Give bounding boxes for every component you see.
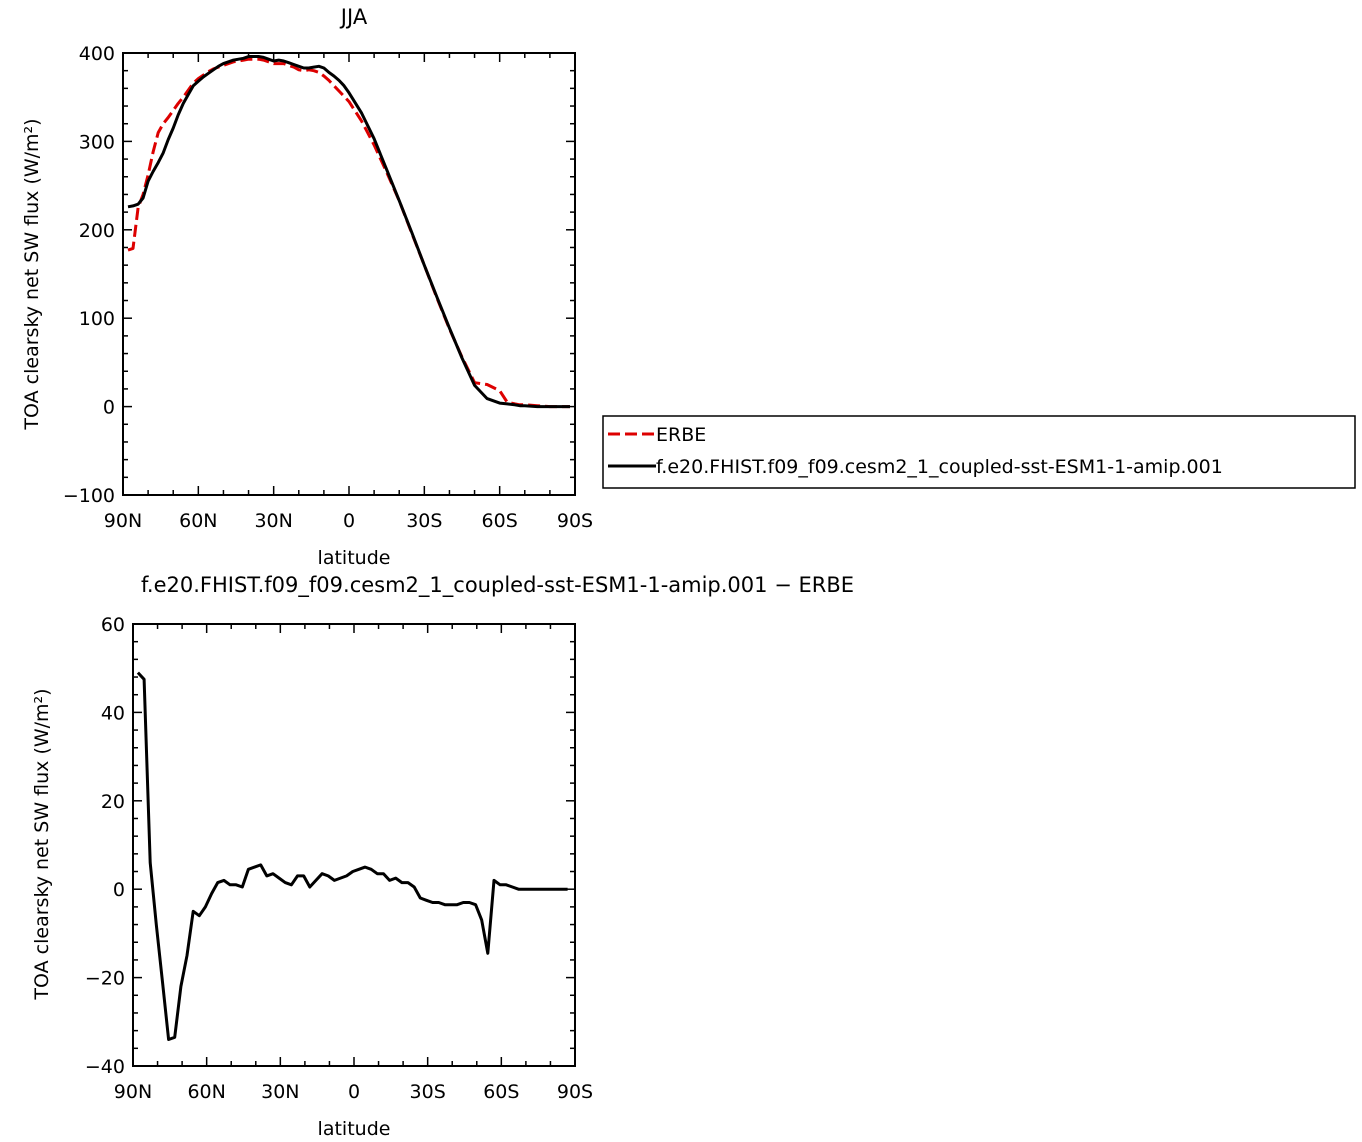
x-tick-label: 90S xyxy=(557,1081,593,1103)
x-tick-label: 60S xyxy=(482,510,518,532)
y-tick-label: −20 xyxy=(85,968,125,990)
bottom-chart-frame xyxy=(132,623,576,1067)
bottom-chart-series xyxy=(136,671,568,1041)
y-tick-label: 0 xyxy=(103,397,115,419)
y-tick-label: 300 xyxy=(79,131,115,153)
y-tick-label: 400 xyxy=(79,43,115,65)
legend-box xyxy=(602,415,1356,489)
x-tick-label: 30S xyxy=(406,510,442,532)
y-tick-label: 20 xyxy=(101,791,125,813)
top-chart-title: JJA xyxy=(339,5,368,29)
series-line-model xyxy=(136,671,568,1041)
y-tick-label: 200 xyxy=(79,220,115,242)
bottom-chart-xlabel: latitude xyxy=(318,1118,391,1140)
y-tick-label: −100 xyxy=(63,485,115,507)
x-tick-label: 60S xyxy=(483,1081,519,1103)
x-tick-label: 30N xyxy=(261,1081,299,1103)
top-chart-frame xyxy=(122,52,576,496)
bottom-chart-ylabel: TOA clearsky net SW flux (W/m²) xyxy=(31,688,53,1000)
x-tick-label: 30N xyxy=(254,510,292,532)
x-tick-label: 90N xyxy=(104,510,142,532)
x-tick-label: 60N xyxy=(179,510,217,532)
top-chart-xlabel: latitude xyxy=(318,547,391,569)
x-tick-label: 60N xyxy=(187,1081,225,1103)
x-tick-label: 0 xyxy=(348,1081,360,1103)
x-tick-label: 30S xyxy=(410,1081,446,1103)
bottom-chart-ticks: 90N 60N 30N 0 30S 60S 90S 60 40 20 0 −20 −40 xyxy=(85,614,593,1103)
top-chart: JJA TOA clearsky net SW flux (W/m²) lati… xyxy=(21,5,593,569)
y-tick-label: 60 xyxy=(101,614,125,636)
x-tick-label: 90S xyxy=(557,510,593,532)
legend-label-erbe: ERBE xyxy=(656,424,706,446)
top-chart-series xyxy=(127,55,570,409)
top-chart-ticks: 90N 60N 30N 0 30S 60S 90S 400 300 200 100 0 −100 xyxy=(63,43,593,532)
legend-label-model: f.e20.FHIST.f09_f09.cesm2_1_coupled-sst-… xyxy=(656,456,1223,478)
x-tick-label: 90N xyxy=(114,1081,152,1103)
series-line-erbe xyxy=(127,57,570,409)
top-chart-ylabel: TOA clearsky net SW flux (W/m²) xyxy=(21,118,43,430)
bottom-chart: f.e20.FHIST.f09_f09.cesm2_1_coupled-sst-… xyxy=(31,573,854,1140)
series-line-model xyxy=(127,55,570,409)
x-tick-label: 0 xyxy=(343,510,355,532)
legend: ERBE f.e20.FHIST.f09_f09.cesm2_1_coupled… xyxy=(602,415,1356,489)
y-tick-label: 100 xyxy=(79,308,115,330)
y-tick-label: 40 xyxy=(101,702,125,724)
y-tick-label: 0 xyxy=(113,879,125,901)
y-tick-label: −40 xyxy=(85,1056,125,1078)
bottom-chart-title: f.e20.FHIST.f09_f09.cesm2_1_coupled-sst-… xyxy=(141,573,854,598)
